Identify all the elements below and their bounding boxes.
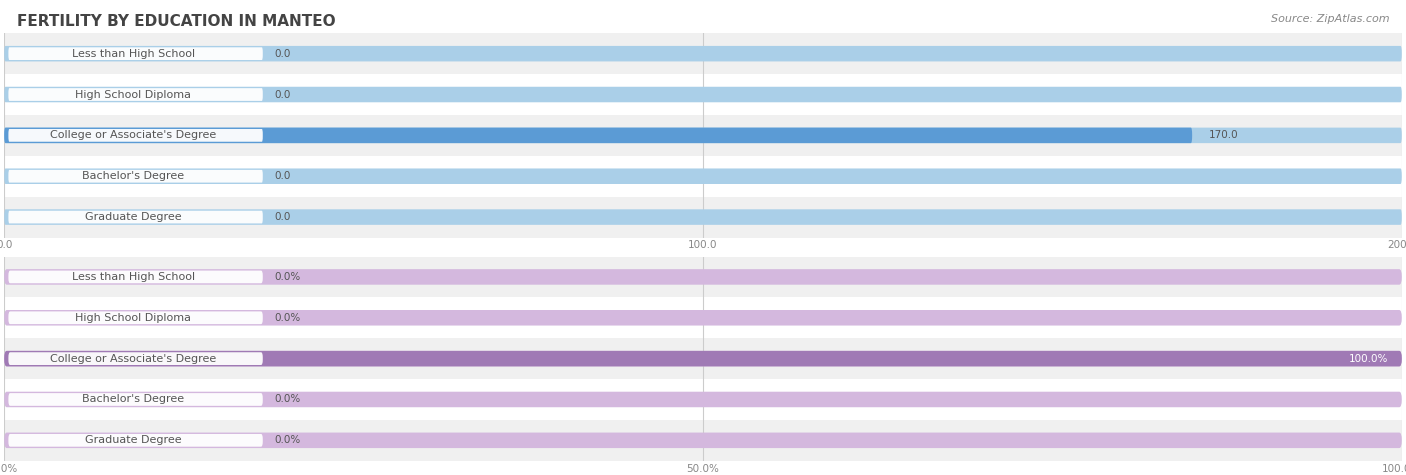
Text: 0.0%: 0.0%: [274, 394, 301, 405]
Bar: [4, 338, 1402, 379]
Bar: [4, 33, 1402, 74]
Text: Source: ZipAtlas.com: Source: ZipAtlas.com: [1271, 14, 1389, 24]
Bar: [4, 156, 1402, 197]
Bar: [4, 74, 1402, 115]
FancyBboxPatch shape: [8, 48, 263, 60]
FancyBboxPatch shape: [8, 312, 263, 324]
Bar: [4, 420, 1402, 461]
FancyBboxPatch shape: [4, 169, 1402, 184]
Bar: [4, 115, 1402, 156]
Text: Less than High School: Less than High School: [72, 272, 195, 282]
FancyBboxPatch shape: [4, 269, 1402, 285]
Text: 0.0: 0.0: [274, 48, 290, 59]
Text: 100.0%: 100.0%: [1348, 353, 1388, 364]
Text: 0.0: 0.0: [274, 89, 290, 100]
Text: Less than High School: Less than High School: [72, 48, 195, 59]
FancyBboxPatch shape: [4, 209, 1402, 225]
FancyBboxPatch shape: [4, 392, 1402, 407]
Text: Bachelor's Degree: Bachelor's Degree: [83, 394, 184, 405]
Bar: [4, 297, 1402, 338]
FancyBboxPatch shape: [8, 393, 263, 406]
Text: 0.0%: 0.0%: [274, 313, 301, 323]
FancyBboxPatch shape: [4, 310, 1402, 325]
FancyBboxPatch shape: [8, 88, 263, 101]
Text: 0.0: 0.0: [274, 171, 290, 181]
Text: College or Associate's Degree: College or Associate's Degree: [51, 130, 217, 141]
FancyBboxPatch shape: [8, 211, 263, 223]
Bar: [4, 256, 1402, 297]
FancyBboxPatch shape: [8, 271, 263, 283]
FancyBboxPatch shape: [8, 352, 263, 365]
Text: Bachelor's Degree: Bachelor's Degree: [83, 171, 184, 181]
FancyBboxPatch shape: [4, 351, 1402, 366]
Text: Graduate Degree: Graduate Degree: [86, 212, 181, 222]
Text: 0.0%: 0.0%: [274, 272, 301, 282]
FancyBboxPatch shape: [4, 46, 1402, 61]
FancyBboxPatch shape: [4, 87, 1402, 102]
FancyBboxPatch shape: [4, 128, 1402, 143]
Text: FERTILITY BY EDUCATION IN MANTEO: FERTILITY BY EDUCATION IN MANTEO: [17, 14, 336, 29]
Text: 170.0: 170.0: [1209, 130, 1239, 141]
Text: 0.0: 0.0: [274, 212, 290, 222]
FancyBboxPatch shape: [4, 128, 1192, 143]
Text: College or Associate's Degree: College or Associate's Degree: [51, 353, 217, 364]
FancyBboxPatch shape: [8, 129, 263, 142]
Bar: [4, 379, 1402, 420]
FancyBboxPatch shape: [8, 170, 263, 182]
FancyBboxPatch shape: [4, 433, 1402, 448]
FancyBboxPatch shape: [4, 351, 1402, 366]
Text: 0.0%: 0.0%: [274, 435, 301, 446]
Text: Graduate Degree: Graduate Degree: [86, 435, 181, 446]
Bar: [4, 197, 1402, 238]
Text: High School Diploma: High School Diploma: [76, 89, 191, 100]
Text: High School Diploma: High School Diploma: [76, 313, 191, 323]
FancyBboxPatch shape: [8, 434, 263, 446]
